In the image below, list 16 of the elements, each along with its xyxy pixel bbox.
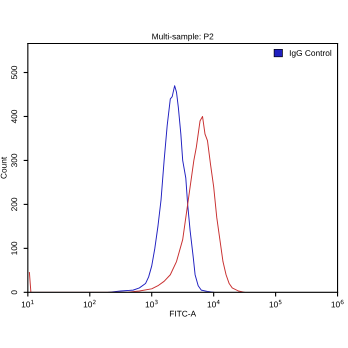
y-tick-label: 100 [11, 242, 18, 255]
y-tick-label: 300 [11, 154, 18, 168]
y-tick-label: 0 [11, 290, 18, 294]
y-tick-label: 500 [11, 66, 18, 80]
y-tick-label: 400 [11, 110, 18, 124]
x-tick-label: 10$^{3}$ [146, 300, 158, 308]
y-tick-label: 200 [11, 198, 18, 211]
x-tick-label: 10$^{4}$ [208, 300, 220, 308]
x-tick-label: 10$^{6}$ [332, 300, 344, 308]
legend-label: IgG Control [290, 50, 332, 58]
x-axis-title: FITC-A [170, 310, 196, 317]
y-axis-title: Count [0, 156, 7, 179]
x-tick-label: 10$^{1}$ [22, 300, 34, 308]
chart-title: Multi-sample: P2 [152, 33, 214, 42]
x-tick-label: 10$^{5}$ [270, 300, 282, 308]
x-tick-label: 10$^{2}$ [84, 300, 96, 308]
